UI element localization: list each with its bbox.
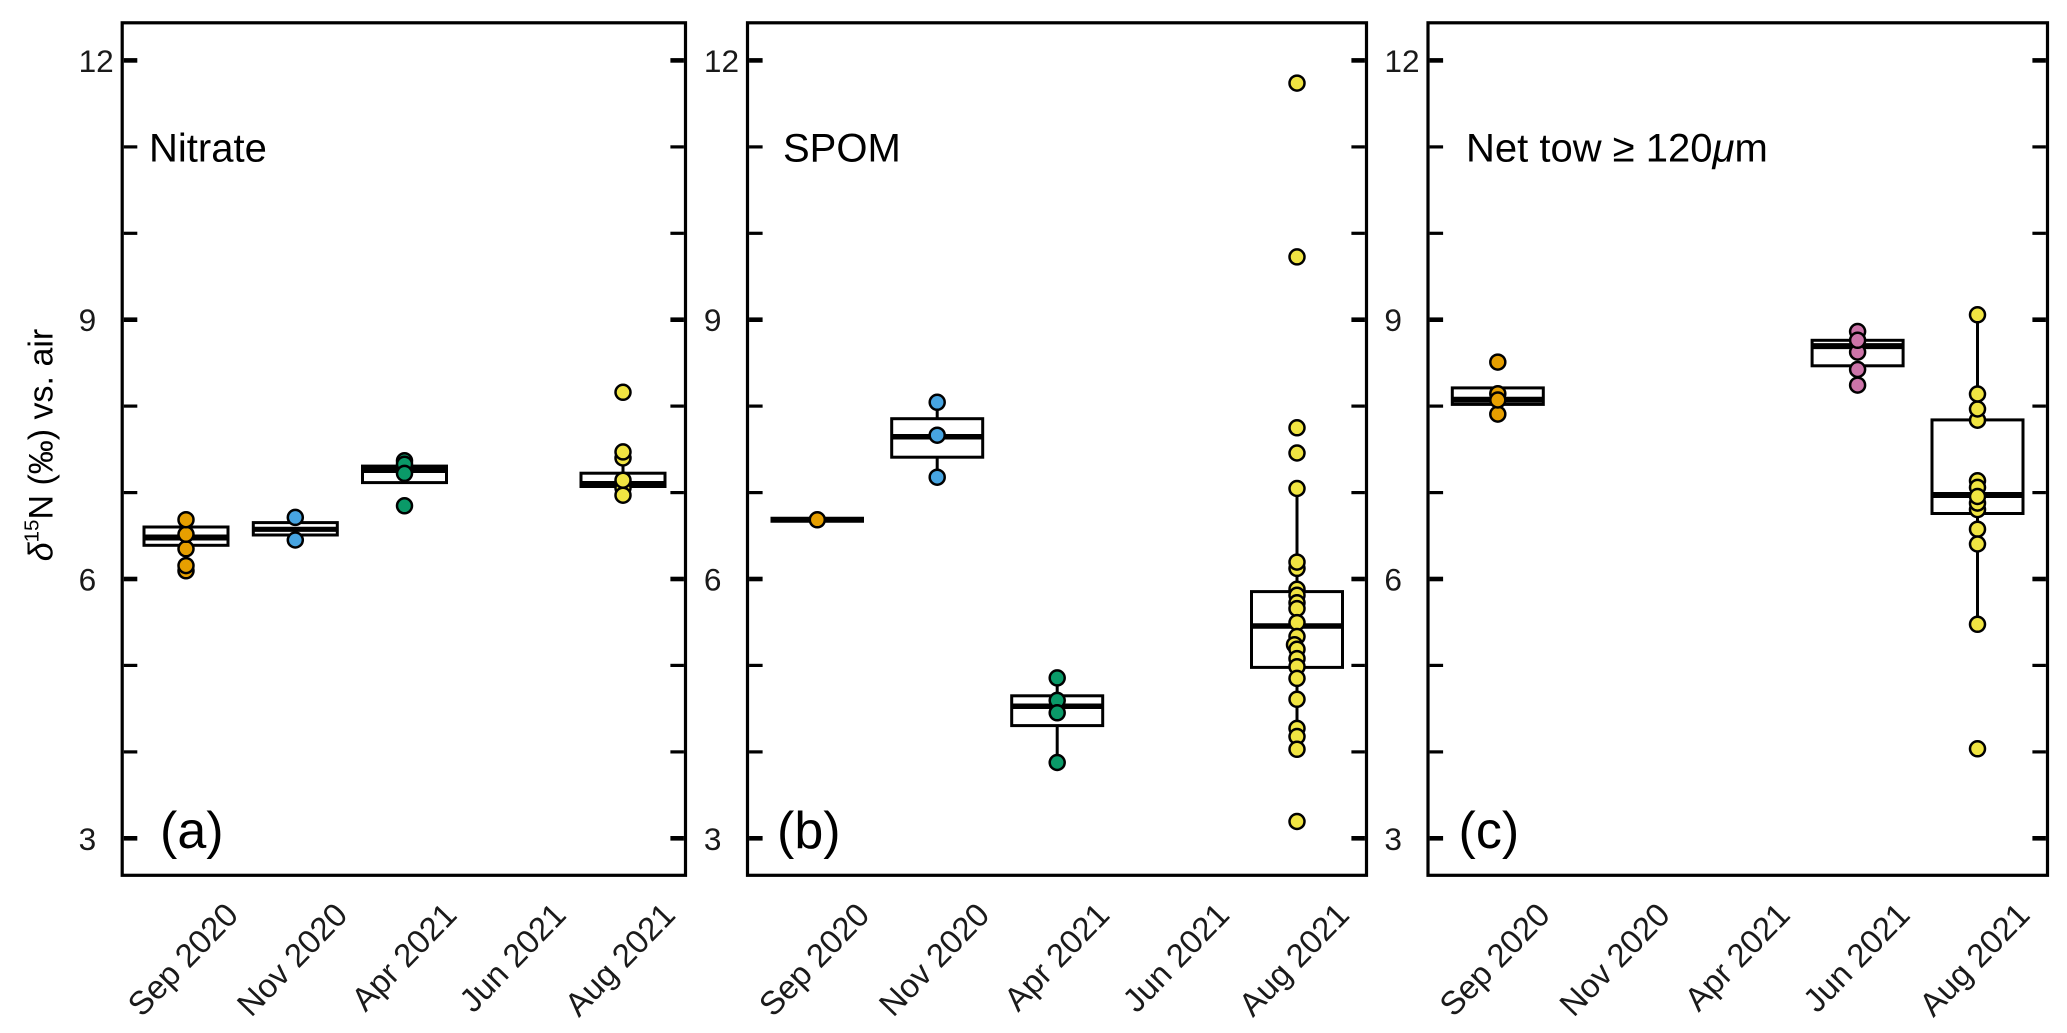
svg-text:δ15N (‰) vs. air: δ15N (‰) vs. air (21, 329, 61, 562)
svg-text:6: 6 (1384, 562, 1402, 598)
svg-text:9: 9 (79, 302, 97, 338)
svg-text:Net tow ≥ 120μm: Net tow ≥ 120μm (1466, 127, 1768, 171)
svg-text:9: 9 (704, 302, 722, 338)
svg-text:(a): (a) (160, 802, 224, 860)
svg-text:Nitrate: Nitrate (149, 127, 267, 171)
svg-text:12: 12 (79, 43, 114, 79)
svg-text:3: 3 (704, 821, 722, 857)
svg-text:9: 9 (1384, 302, 1402, 338)
svg-text:6: 6 (79, 562, 97, 598)
svg-text:12: 12 (1384, 43, 1419, 79)
svg-text:6: 6 (704, 562, 722, 598)
svg-text:(c): (c) (1459, 802, 1520, 860)
svg-text:12: 12 (704, 43, 739, 79)
svg-text:(b): (b) (777, 802, 841, 860)
svg-text:SPOM: SPOM (783, 127, 901, 171)
svg-text:3: 3 (1384, 821, 1402, 857)
svg-text:3: 3 (79, 821, 97, 857)
